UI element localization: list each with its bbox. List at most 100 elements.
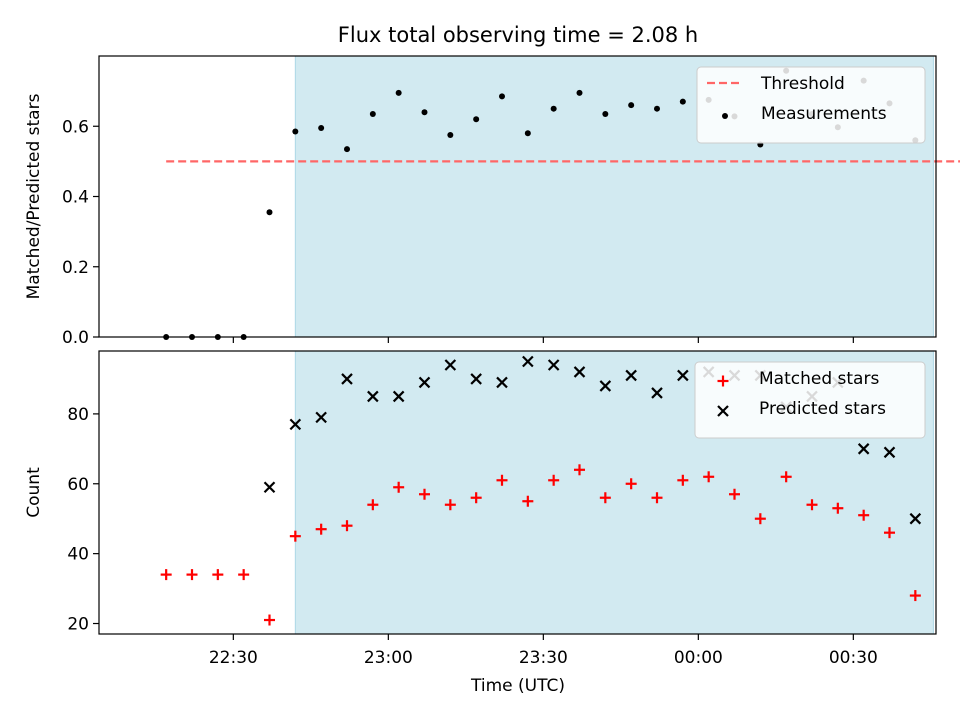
predicted-star-point [677,369,689,382]
measurement-point [576,89,583,96]
legend: Matched stars Predicted stars [694,361,926,439]
x-tick-label: 00:30 [829,648,878,668]
x-tick-label: 22:30 [209,648,258,668]
measurement-point [524,130,531,137]
x-stroke-b [599,380,612,392]
x-stroke-b [315,411,327,424]
measurement-point [654,105,660,112]
x-stroke-b [289,418,302,431]
predicted-star-point [883,446,896,459]
matched-star-point [780,471,792,483]
matched-star-point [238,569,250,581]
matched-star-point [341,520,353,532]
matched-star-point [315,523,327,535]
x-axis-label: Time (UTC) [470,676,565,696]
x-stroke-b [883,446,896,459]
measurement-point [628,102,635,109]
matched-star-point [651,492,663,504]
x-stroke-b [547,359,560,371]
x-stroke-b [677,369,689,382]
matched-star-point [522,495,534,507]
legend-matched-swatch [717,375,729,387]
x-stroke-b [651,387,663,399]
matched-star-point [677,474,689,486]
x-tick-label: 00:00 [674,648,723,668]
measurement-point [602,110,609,117]
matched-star-point [470,492,482,504]
predicted-star-point [341,373,353,385]
legend-measurement-swatch [722,113,728,119]
matched-star-point [909,590,921,602]
y-tick-label: 0.4 [62,188,89,208]
x-stroke-b [470,373,482,385]
predicted-star-point [522,355,534,368]
y-axis-label: Count [24,467,44,518]
legend-label: Predicted stars [759,399,886,419]
predicted-star-point [547,359,560,371]
predicted-star-point [599,380,612,392]
predicted-star-point [367,390,379,403]
x-stroke-b [522,355,534,368]
matched-star-point [186,569,198,581]
measurement-point [292,128,299,135]
matched-star-point [264,614,275,626]
x-stroke-b [263,481,276,494]
predicted-star-point [573,366,586,378]
legend: Threshold Measurements [696,66,926,144]
x-stroke-b [341,373,353,385]
measurement-point [369,110,376,117]
legend-label: Threshold [760,74,845,94]
chart-title: Flux total observing time = 2.08 h [338,23,698,47]
matched-star-point [419,488,430,500]
matched-star-point [160,569,172,581]
predicted-star-point [418,376,431,389]
plot-frame [98,350,937,635]
y-axis-label: Matched/Predicted stars [24,93,44,299]
y-tick-label: 80 [67,405,89,425]
y-tick-label: 0.6 [62,117,89,137]
matched-star-point [703,471,715,483]
x-stroke-b [444,359,457,371]
x-stroke-b [573,366,586,378]
y-tick-label: 60 [67,475,89,495]
x-stroke-b [418,376,431,389]
y-tick-label: 40 [67,545,89,565]
measurement-point [344,146,350,153]
measurement-point [473,116,480,123]
predicted-star-point [289,418,302,431]
legend-box [694,361,926,439]
legend-predicted-swatch [717,405,729,417]
predicted-star-point [651,387,663,399]
predicted-star-point [470,373,482,385]
predicted-star-point [444,359,457,371]
predicted-star-point [625,369,637,382]
matched-star-point [548,474,560,486]
ratio-panel: 0.0 0.2 0.4 0.6 Matched/Predicted stars Thres… [24,55,960,348]
measurement-point [550,105,557,112]
x-stroke-b [367,390,379,403]
matched-star-point [289,530,301,542]
matched-star-point [832,502,844,514]
measurement-point [447,132,454,139]
matched-star-point [625,478,637,490]
matched-star-point [806,499,818,511]
matched-star-point [884,527,895,539]
matched-star-point [496,474,508,486]
matched-star-point [393,481,405,493]
matched-star-point [599,492,611,504]
predicted-star-point [496,376,508,389]
y-tick-label: 0.2 [62,258,89,278]
matched-star-point [858,509,870,521]
legend-label: Measurements [761,104,887,124]
x-stroke-b [392,390,405,403]
matched-star-point [754,513,766,525]
x-stroke-b [717,405,729,417]
matched-star-point [444,499,456,511]
measurement-point [499,93,505,100]
measurement-point [421,109,428,116]
predicted-star-point [263,481,276,494]
matched-star-point [367,499,379,511]
x-tick-label: 23:30 [519,648,568,668]
predicted-star-point [392,390,405,403]
